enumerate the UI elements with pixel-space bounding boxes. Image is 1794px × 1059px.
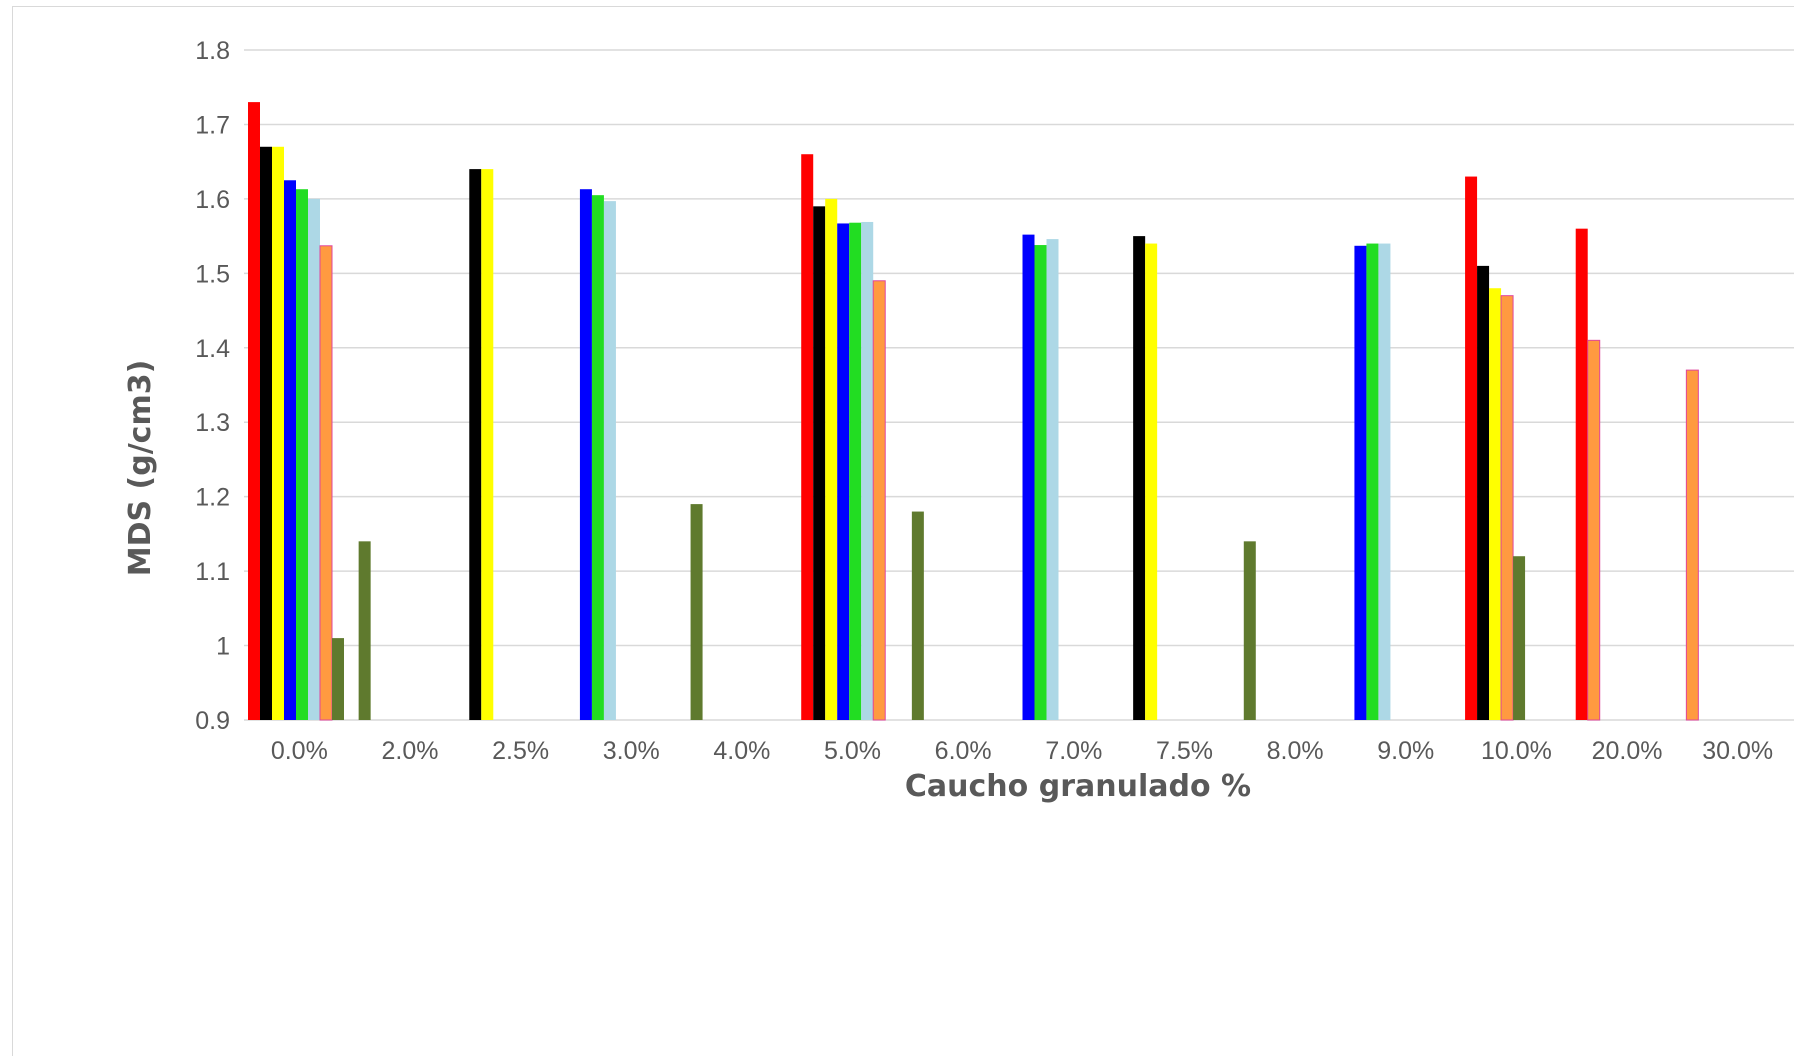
x-tick-label: 3.0% bbox=[603, 737, 660, 765]
bar bbox=[1465, 176, 1478, 721]
bar bbox=[1477, 265, 1490, 720]
y-tick-label: 1.3 bbox=[195, 409, 230, 437]
x-tick-label: 7.5% bbox=[1156, 737, 1213, 765]
x-tick-label: 6.0% bbox=[935, 737, 992, 765]
bar bbox=[1022, 234, 1035, 720]
bar bbox=[911, 511, 924, 720]
tick-labels: 0.9 1 1.1 1.2 1.3 1.4 1.5 1.6 1.7 1.8 0.0% 2.0% 2.5%… bbox=[195, 37, 1773, 765]
bar bbox=[272, 146, 284, 720]
bar bbox=[260, 146, 272, 720]
bar bbox=[284, 180, 296, 720]
x-tick-label: 30.0% bbox=[1702, 737, 1773, 765]
bar bbox=[358, 541, 371, 720]
y-tick-label: 1.1 bbox=[195, 558, 230, 586]
chart-frame bbox=[12, 6, 1794, 1056]
x-tick-label: 8.0% bbox=[1267, 737, 1324, 765]
bar bbox=[319, 245, 333, 721]
bar bbox=[1034, 245, 1047, 721]
y-tick-label: 1.7 bbox=[195, 111, 230, 139]
y-tick-label: 1.6 bbox=[195, 186, 230, 214]
x-axis-title: Caucho granulado % bbox=[905, 769, 1251, 804]
y-tick-label: 0.9 bbox=[195, 707, 230, 735]
bar bbox=[861, 221, 874, 720]
bar bbox=[825, 198, 838, 720]
x-tick-label: 0.0% bbox=[271, 737, 328, 765]
y-axis-title: MDS (g/cm3) bbox=[123, 360, 158, 577]
bar bbox=[591, 195, 604, 720]
bar bbox=[1489, 288, 1502, 720]
bars bbox=[248, 102, 1699, 721]
x-tick-label: 5.0% bbox=[824, 737, 881, 765]
bar bbox=[690, 504, 703, 720]
bar bbox=[1378, 243, 1391, 721]
bar bbox=[801, 154, 814, 720]
y-tick-label: 1 bbox=[216, 633, 230, 661]
bar bbox=[1685, 369, 1699, 721]
bar bbox=[1243, 541, 1256, 720]
bar bbox=[1366, 243, 1379, 721]
y-tick-label: 1.4 bbox=[195, 335, 230, 363]
bar bbox=[1513, 556, 1526, 720]
x-tick-label: 20.0% bbox=[1592, 737, 1663, 765]
bar bbox=[1046, 239, 1059, 721]
bar bbox=[1500, 295, 1514, 721]
bar bbox=[308, 198, 320, 720]
x-tick-label: 2.0% bbox=[381, 737, 438, 765]
bar bbox=[837, 223, 850, 720]
bar bbox=[1354, 245, 1367, 721]
gridlines bbox=[244, 49, 1794, 721]
bar bbox=[1587, 339, 1601, 721]
x-tick-label: 7.0% bbox=[1045, 737, 1102, 765]
bar bbox=[296, 189, 308, 720]
bar bbox=[1133, 236, 1146, 720]
bar bbox=[579, 189, 592, 720]
y-tick-label: 1.2 bbox=[195, 484, 230, 512]
x-tick-label: 2.5% bbox=[492, 737, 549, 765]
bar bbox=[248, 102, 260, 721]
bar bbox=[332, 638, 344, 720]
bar bbox=[849, 222, 862, 720]
bar bbox=[1575, 228, 1588, 720]
y-tick-label: 1.5 bbox=[195, 260, 230, 288]
x-tick-label: 9.0% bbox=[1377, 737, 1434, 765]
bar bbox=[481, 169, 494, 721]
bar bbox=[603, 201, 616, 721]
x-tick-label: 4.0% bbox=[713, 737, 770, 765]
bar bbox=[1145, 243, 1158, 721]
y-tick-label: 1.8 bbox=[195, 37, 230, 65]
x-tick-label: 10.0% bbox=[1481, 737, 1552, 765]
bar bbox=[469, 169, 482, 721]
bar bbox=[872, 280, 886, 721]
bar bbox=[813, 206, 826, 721]
